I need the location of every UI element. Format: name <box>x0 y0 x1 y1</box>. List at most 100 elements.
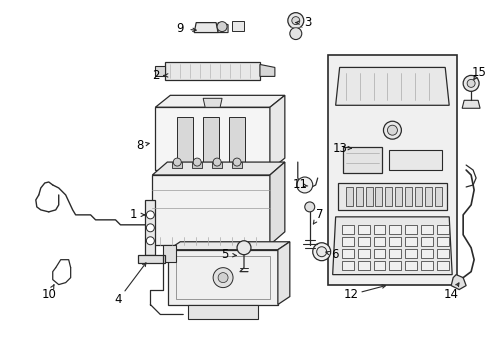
Text: 2: 2 <box>152 69 160 82</box>
Polygon shape <box>436 225 448 234</box>
Circle shape <box>466 80 474 87</box>
Circle shape <box>233 158 241 166</box>
Polygon shape <box>192 162 202 168</box>
Text: 11: 11 <box>292 179 306 192</box>
Polygon shape <box>228 117 244 165</box>
Polygon shape <box>425 187 431 206</box>
Circle shape <box>296 177 312 193</box>
Circle shape <box>289 28 301 40</box>
Polygon shape <box>436 237 448 246</box>
Polygon shape <box>277 242 289 305</box>
Circle shape <box>383 121 401 139</box>
Polygon shape <box>341 225 353 234</box>
Polygon shape <box>421 225 432 234</box>
Circle shape <box>462 75 478 91</box>
Circle shape <box>237 241 250 255</box>
Polygon shape <box>269 162 285 245</box>
Polygon shape <box>194 23 218 32</box>
Circle shape <box>312 243 330 261</box>
Polygon shape <box>232 162 242 168</box>
Polygon shape <box>163 245 176 262</box>
Polygon shape <box>388 237 401 246</box>
Polygon shape <box>388 225 401 234</box>
Polygon shape <box>405 187 411 206</box>
Polygon shape <box>357 225 369 234</box>
Polygon shape <box>373 261 385 270</box>
Polygon shape <box>188 305 258 319</box>
Circle shape <box>213 268 233 288</box>
Polygon shape <box>365 187 372 206</box>
Polygon shape <box>373 237 385 246</box>
Polygon shape <box>395 187 402 206</box>
Circle shape <box>173 158 181 166</box>
Polygon shape <box>168 242 289 250</box>
Circle shape <box>291 17 299 24</box>
Polygon shape <box>405 249 416 258</box>
Circle shape <box>217 22 226 32</box>
Polygon shape <box>357 249 369 258</box>
Polygon shape <box>388 150 441 170</box>
Text: 10: 10 <box>41 288 56 301</box>
Polygon shape <box>357 237 369 246</box>
Polygon shape <box>337 183 447 210</box>
Polygon shape <box>405 237 416 246</box>
Polygon shape <box>155 67 165 76</box>
Polygon shape <box>218 23 227 32</box>
Polygon shape <box>385 187 392 206</box>
Text: 3: 3 <box>304 16 311 29</box>
Circle shape <box>213 158 221 166</box>
Circle shape <box>316 247 326 257</box>
Polygon shape <box>203 117 219 165</box>
Polygon shape <box>269 95 285 170</box>
Polygon shape <box>332 217 451 275</box>
Text: 12: 12 <box>344 288 358 301</box>
Polygon shape <box>357 261 369 270</box>
Polygon shape <box>335 67 448 105</box>
Polygon shape <box>414 187 422 206</box>
Polygon shape <box>165 62 260 80</box>
Text: 6: 6 <box>330 248 338 261</box>
Polygon shape <box>421 261 432 270</box>
Circle shape <box>218 273 227 283</box>
Polygon shape <box>341 261 353 270</box>
Circle shape <box>146 211 154 219</box>
Polygon shape <box>461 100 479 108</box>
Polygon shape <box>450 275 465 289</box>
Polygon shape <box>388 249 401 258</box>
Polygon shape <box>341 237 353 246</box>
Text: 13: 13 <box>331 141 346 155</box>
Polygon shape <box>177 117 193 165</box>
Polygon shape <box>434 187 441 206</box>
Polygon shape <box>375 187 382 206</box>
Text: 14: 14 <box>443 288 458 301</box>
Circle shape <box>146 224 154 232</box>
Polygon shape <box>373 225 385 234</box>
Polygon shape <box>388 261 401 270</box>
Circle shape <box>304 202 314 212</box>
Text: 8: 8 <box>137 139 144 152</box>
Text: 15: 15 <box>471 66 486 79</box>
Polygon shape <box>152 162 285 175</box>
Polygon shape <box>260 64 274 76</box>
Circle shape <box>146 237 154 245</box>
Polygon shape <box>232 21 244 31</box>
Polygon shape <box>145 200 155 255</box>
Polygon shape <box>155 107 269 170</box>
Polygon shape <box>436 249 448 258</box>
Polygon shape <box>345 187 352 206</box>
Text: 7: 7 <box>315 208 323 221</box>
Polygon shape <box>405 261 416 270</box>
Polygon shape <box>203 98 222 107</box>
Polygon shape <box>373 249 385 258</box>
Text: 1: 1 <box>129 208 137 221</box>
Polygon shape <box>172 162 182 168</box>
Text: 9: 9 <box>176 22 183 35</box>
Bar <box>327 55 456 285</box>
Polygon shape <box>212 162 222 168</box>
Polygon shape <box>168 250 277 305</box>
Polygon shape <box>355 187 362 206</box>
Polygon shape <box>421 249 432 258</box>
Circle shape <box>287 13 303 28</box>
Polygon shape <box>138 255 165 263</box>
Polygon shape <box>341 249 353 258</box>
